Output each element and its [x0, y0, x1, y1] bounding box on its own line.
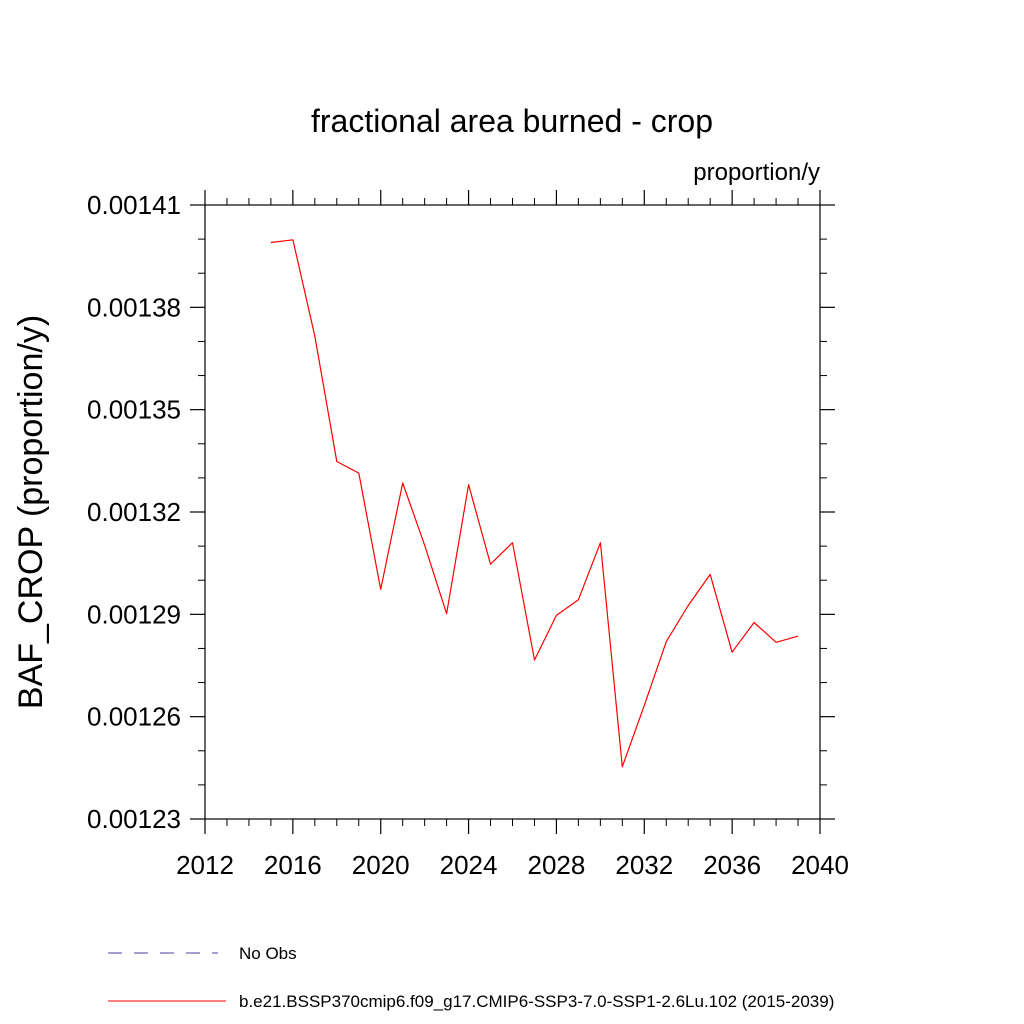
x-tick-label: 2024 [440, 850, 498, 880]
legend-label: b.e21.BSSP370cmip6.f09_g17.CMIP6-SSP3-7.… [239, 992, 834, 1011]
x-tick-label: 2036 [703, 850, 761, 880]
y-tick-label: 0.00138 [87, 292, 181, 322]
x-tick-label: 2040 [791, 850, 849, 880]
x-tick-label: 2016 [264, 850, 322, 880]
plot-area [190, 190, 835, 834]
y-tick-label: 0.00132 [87, 497, 181, 527]
x-tick-labels: 2012 2016 2020 2024 2028 2032 2036 2040 [176, 850, 849, 880]
y-axis-label: BAF_CROP (proportion/y) [12, 315, 50, 709]
y-tick-label: 0.00135 [87, 395, 181, 425]
chart-title: fractional area burned - crop [311, 103, 713, 139]
y-tick-label: 0.00129 [87, 599, 181, 629]
legend-label: No Obs [239, 944, 297, 963]
units-label: proportion/y [693, 159, 820, 186]
ticks-layer [190, 190, 835, 834]
x-tick-label: 2020 [352, 850, 410, 880]
y-tick-label: 0.00126 [87, 702, 181, 732]
x-tick-label: 2032 [615, 850, 673, 880]
series-line [270, 239, 799, 768]
series-layer [270, 239, 799, 768]
legend: No Obs b.e21.BSSP370cmip6.f09_g17.CMIP6-S… [108, 944, 834, 1011]
x-tick-label: 2028 [528, 850, 586, 880]
plot-frame [204, 204, 821, 820]
x-tick-label: 2012 [176, 850, 234, 880]
y-tick-label: 0.00141 [87, 190, 181, 220]
y-tick-label: 0.00123 [87, 804, 181, 834]
y-tick-labels: 0.00123 0.00126 0.00129 0.00132 0.00135 0.001… [87, 190, 181, 834]
